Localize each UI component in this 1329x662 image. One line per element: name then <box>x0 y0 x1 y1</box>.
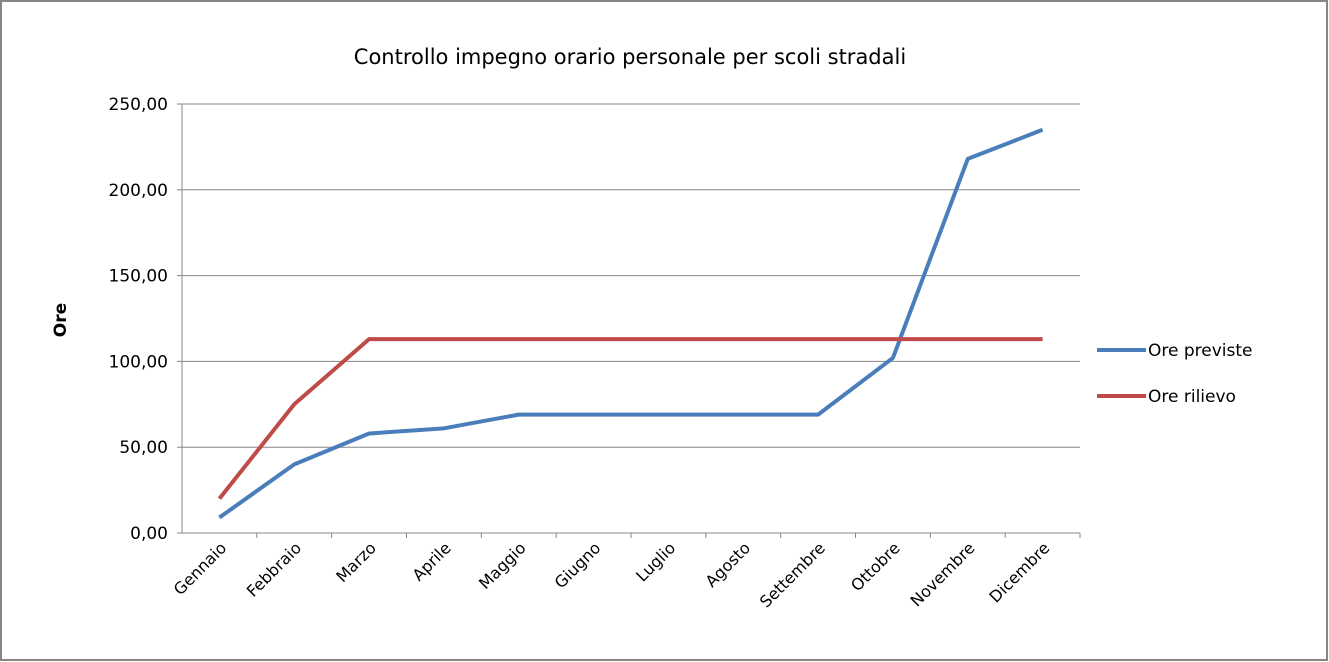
y-tick-label: 250,00 <box>109 95 168 115</box>
y-axis-label: Ore <box>51 303 71 337</box>
y-tick-label: 200,00 <box>109 181 168 201</box>
y-tick-label: 50,00 <box>119 438 168 458</box>
series-line <box>218 127 1044 520</box>
y-tick-label: 100,00 <box>109 352 168 372</box>
legend-label: Ore rilievo <box>1148 387 1236 407</box>
legend-label: Ore previste <box>1148 341 1253 361</box>
y-tick-label: 0,00 <box>130 524 168 544</box>
chart-title: Controllo impegno orario personale per s… <box>354 45 906 69</box>
y-tick-label: 150,00 <box>109 267 168 287</box>
series-line <box>217 337 1043 500</box>
